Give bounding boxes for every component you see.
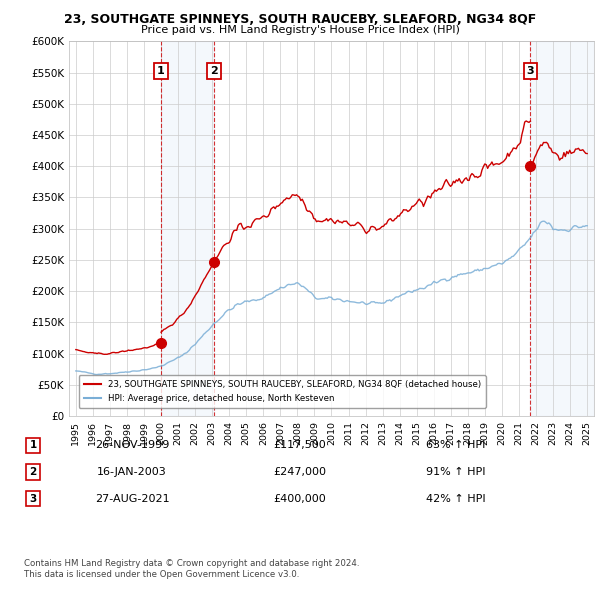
Text: 2: 2: [29, 467, 37, 477]
Text: 91% ↑ HPI: 91% ↑ HPI: [426, 467, 486, 477]
Text: 27-AUG-2021: 27-AUG-2021: [95, 494, 169, 503]
Text: 42% ↑ HPI: 42% ↑ HPI: [426, 494, 486, 503]
Text: £400,000: £400,000: [274, 494, 326, 503]
Text: 16-JAN-2003: 16-JAN-2003: [97, 467, 167, 477]
Legend: 23, SOUTHGATE SPINNEYS, SOUTH RAUCEBY, SLEAFORD, NG34 8QF (detached house), HPI:: 23, SOUTHGATE SPINNEYS, SOUTH RAUCEBY, S…: [79, 375, 486, 408]
Bar: [161, 41, 214, 416]
Bar: [530, 41, 594, 416]
Text: 3: 3: [527, 66, 534, 76]
Text: This data is licensed under the Open Government Licence v3.0.: This data is licensed under the Open Gov…: [24, 571, 299, 579]
Text: 3: 3: [29, 494, 37, 503]
Text: 26-NOV-1999: 26-NOV-1999: [95, 441, 169, 450]
Text: £247,000: £247,000: [274, 467, 326, 477]
Text: Price paid vs. HM Land Registry's House Price Index (HPI): Price paid vs. HM Land Registry's House …: [140, 25, 460, 35]
Text: 1: 1: [29, 441, 37, 450]
Text: 63% ↑ HPI: 63% ↑ HPI: [427, 441, 485, 450]
Text: 2: 2: [210, 66, 218, 76]
Text: Contains HM Land Registry data © Crown copyright and database right 2024.: Contains HM Land Registry data © Crown c…: [24, 559, 359, 568]
Text: 23, SOUTHGATE SPINNEYS, SOUTH RAUCEBY, SLEAFORD, NG34 8QF: 23, SOUTHGATE SPINNEYS, SOUTH RAUCEBY, S…: [64, 13, 536, 26]
Text: 1: 1: [157, 66, 165, 76]
Text: £117,500: £117,500: [274, 441, 326, 450]
